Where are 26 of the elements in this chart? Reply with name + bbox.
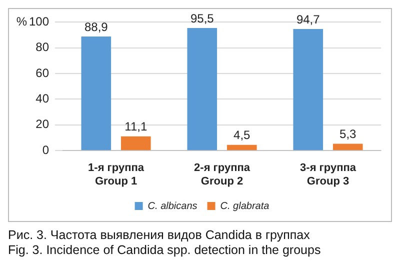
y-tick-label: 80 (36, 40, 50, 54)
text: Рис. 3. Частота выявления видов Candida в группах (8, 228, 311, 242)
bar (332, 144, 363, 150)
y-tick-label: 40 (36, 92, 50, 106)
x-tick-label: 2-я группа Group 2 (194, 162, 251, 188)
bar (120, 136, 151, 150)
y-tick-label: 100 (28, 14, 50, 29)
data-label: 4,5 (234, 128, 251, 142)
data-label: 95,5 (190, 11, 214, 26)
legend-label: C. glabrata (220, 200, 270, 212)
y-tick-label: 60 (36, 66, 50, 80)
y-tick-label: 20 (36, 117, 50, 132)
bar (187, 28, 218, 150)
legend-label: C. albicans (148, 200, 198, 212)
bar (293, 29, 324, 150)
y-axis-title: % (16, 14, 28, 29)
bar (81, 36, 112, 150)
caption: Fig. 3. Incidence of Candida spp. detection in the groups (8, 243, 322, 257)
y-tick-label: 0 (42, 142, 50, 157)
x-tick-label: 1-я группа Group 1 (88, 162, 145, 188)
data-label: 94,7 (296, 12, 320, 26)
data-label: 5,3 (340, 127, 357, 142)
x-tick-label: 3-я группа Group 3 (300, 162, 357, 188)
bar (226, 144, 257, 150)
data-label: 11,1 (124, 120, 148, 134)
data-label: 88,9 (84, 20, 108, 34)
